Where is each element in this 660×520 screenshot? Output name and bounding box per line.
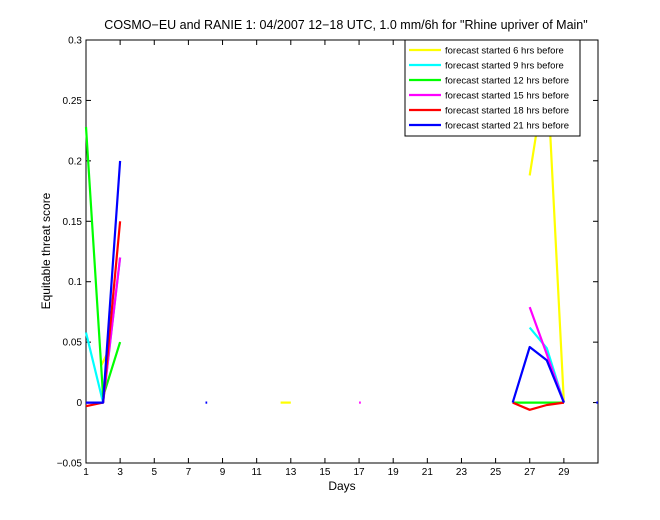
x-tick-label: 23 <box>456 467 468 478</box>
plot-axes <box>85 39 599 464</box>
chart-legend: forecast started 6 hrs before forecast st… <box>404 39 581 137</box>
x-tick-label: 21 <box>422 467 434 478</box>
x-tick-label: 19 <box>388 467 400 478</box>
axis-ticks: 1 3 5 7 9 11 13 15 17 19 21 23 25 27 29−0.0500.050.10.… <box>57 36 598 478</box>
y-tick-label: 0 <box>76 398 82 409</box>
y-axis-label: Equitable threat score <box>39 192 53 309</box>
y-tick-label: 0.3 <box>68 36 82 47</box>
series-line-6 <box>511 345 565 404</box>
x-tick-label: 25 <box>490 467 502 478</box>
x-tick-label: 1 <box>83 467 89 478</box>
x-tick-label: 11 <box>251 467 262 478</box>
legend-entry: forecast started 18 hrs before <box>445 106 569 117</box>
legend-box <box>404 39 581 137</box>
legend-entry: forecast started 15 hrs before <box>445 91 569 102</box>
legend-entry: forecast started 21 hrs before <box>445 121 569 132</box>
x-tick-label: 9 <box>220 467 226 478</box>
legend-entry: forecast started 9 hrs before <box>445 61 564 72</box>
y-tick-label: −0.05 <box>57 459 83 470</box>
x-tick-label: 5 <box>151 467 157 478</box>
x-tick-label: 17 <box>354 467 366 478</box>
legend-entry: forecast started 12 hrs before <box>445 76 569 87</box>
plot-frame <box>85 39 599 464</box>
x-tick-label: 29 <box>558 467 570 478</box>
y-tick-label: 0.15 <box>63 217 83 228</box>
x-tick-label: 27 <box>524 467 536 478</box>
x-tick-label: 7 <box>186 467 192 478</box>
series-line-6 <box>86 160 122 404</box>
x-axis-label: Days <box>328 479 355 493</box>
y-tick-label: 0.25 <box>63 96 83 107</box>
y-tick-label: 0.05 <box>63 338 83 349</box>
x-tick-label: 13 <box>285 467 297 478</box>
y-tick-label: 0.2 <box>68 156 82 167</box>
series-line-5 <box>512 401 565 411</box>
y-tick-label: 0.1 <box>68 277 82 288</box>
legend-entry: forecast started 6 hrs before <box>445 46 564 57</box>
x-tick-label: 15 <box>319 467 331 478</box>
chart-title: COSMO−EU and RANIE 1: 04/2007 12−18 UTC,… <box>104 18 587 32</box>
x-tick-label: 3 <box>117 467 123 478</box>
